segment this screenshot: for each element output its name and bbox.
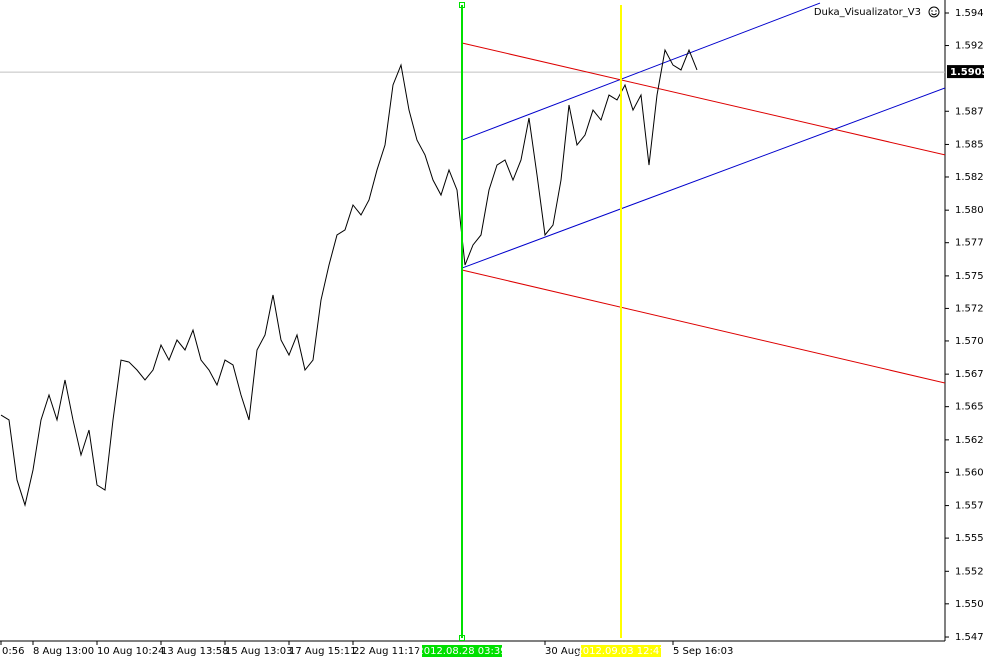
y-tick-label: 1.54795: [955, 632, 984, 643]
line-handle: [459, 635, 465, 641]
y-tick-label: 1.58010: [955, 205, 984, 216]
y-tick-label: 1.56775: [955, 369, 984, 380]
y-tick-label: 1.56035: [955, 467, 984, 478]
y-tick-label: 1.55045: [955, 599, 984, 610]
y-tick-label: 1.57025: [955, 336, 984, 347]
x-tick-label: 30 Aug 1: [545, 646, 590, 657]
x-tick-label: 5 Sep 16:03: [673, 646, 733, 657]
y-tick-label: 1.57765: [955, 238, 984, 249]
price-label: 1.5905: [950, 67, 984, 78]
trendline: [461, 2, 821, 141]
y-tick-label: 1.59495: [955, 8, 984, 19]
x-tick-label: 15 Aug 13:03: [225, 646, 292, 657]
price-label-bg: [947, 65, 984, 79]
time-label-bg: [422, 645, 502, 657]
y-tick-label: 1.55290: [955, 566, 984, 577]
y-tick-label: 1.58260: [955, 172, 984, 183]
y-tick-label: 1.58755: [955, 106, 984, 117]
y-tick-label: 1.59250: [955, 41, 984, 52]
y-tick-label: 1.56280: [955, 435, 984, 446]
x-tick-label: 17 Aug 15:11: [289, 646, 356, 657]
plot-area: [0, 2, 945, 507]
y-tick-label: 1.57270: [955, 303, 984, 314]
x-tick-label: 0:56: [2, 646, 24, 657]
y-tick-label: 1.56530: [955, 402, 984, 413]
y-tick-label: 1.55540: [955, 533, 984, 544]
y-tick-label: 1.55785: [955, 501, 984, 512]
x-tick-label: 22 Aug 11:17: [353, 646, 420, 657]
y-tick-label: 1.57515: [955, 271, 984, 282]
indicator-title: Duka_Visualizator_V3: [814, 7, 921, 18]
x-tick-label: 8 Aug 13:00: [33, 646, 94, 657]
trendline: [461, 42, 945, 156]
time-label: 2012.08.28 03:39: [417, 646, 506, 657]
time-label: 2012.09.03 12:47: [576, 646, 665, 657]
time-label-bg: [581, 645, 661, 657]
x-tick-label: 13 Aug 13:58: [161, 646, 228, 657]
y-tick-label: 1.58505: [955, 139, 984, 150]
x-tick-label: 10 Aug 10:24: [97, 646, 164, 657]
trendline: [461, 269, 945, 384]
price-line: [0, 48, 698, 507]
line-handle: [459, 2, 465, 8]
trendline: [461, 87, 945, 269]
smiley-icon: [928, 6, 940, 18]
